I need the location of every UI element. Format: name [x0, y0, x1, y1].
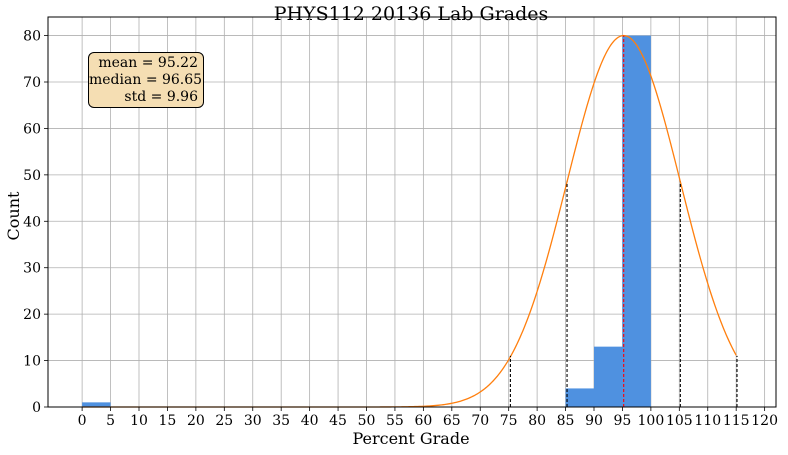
histogram-bar — [622, 35, 651, 407]
histogram-bar — [82, 402, 111, 407]
y-axis-label: Count — [4, 191, 23, 240]
stats-std: std = 9.96 — [124, 89, 198, 105]
y-tick-label: 70 — [23, 75, 41, 91]
x-tick-label: 10 — [130, 413, 148, 429]
x-tick-label: 20 — [187, 413, 205, 429]
x-tick-label: 110 — [694, 413, 721, 429]
x-tick-label: 60 — [414, 413, 432, 429]
y-tick-label: 40 — [23, 214, 41, 230]
stats-median: median = 96.65 — [89, 72, 203, 88]
x-tick-label: 75 — [500, 413, 518, 429]
x-tick-label: 95 — [614, 413, 632, 429]
x-tick-label: 100 — [638, 413, 665, 429]
stats-mean: mean = 95.22 — [98, 55, 198, 71]
x-tick-label: 90 — [585, 413, 603, 429]
x-tick-label: 70 — [471, 413, 489, 429]
axis-ticks: 0 5 10 15 20 25 30 35 40 45 50 55 60 65 70 75 80 85 90 95 10… — [23, 29, 778, 429]
y-tick-label: 10 — [23, 354, 41, 370]
x-tick-label: 45 — [329, 413, 347, 429]
y-tick-label: 20 — [23, 307, 41, 323]
x-tick-label: 15 — [159, 413, 177, 429]
x-tick-label: 55 — [386, 413, 404, 429]
y-tick-label: 80 — [23, 29, 41, 45]
y-tick-label: 50 — [23, 168, 41, 184]
y-tick-label: 30 — [23, 261, 41, 277]
histogram-bars — [82, 35, 651, 407]
plot-frame — [47, 16, 777, 408]
histogram-bar — [565, 388, 594, 407]
x-tick-label: 85 — [557, 413, 575, 429]
x-tick-label: 5 — [106, 413, 115, 429]
chart-title: PHYS112 20136 Lab Grades — [274, 3, 549, 25]
x-tick-label: 105 — [666, 413, 693, 429]
y-tick-label: 60 — [23, 121, 41, 137]
x-tick-label: 30 — [244, 413, 262, 429]
histogram-bar — [594, 346, 623, 407]
x-tick-label: 65 — [443, 413, 461, 429]
x-tick-label: 120 — [751, 413, 778, 429]
x-tick-label: 0 — [78, 413, 87, 429]
stats-annotation-box: mean = 95.22 median = 96.65 std = 9.96 — [88, 52, 204, 108]
x-tick-label: 80 — [528, 413, 546, 429]
x-tick-label: 115 — [723, 413, 750, 429]
x-tick-label: 50 — [358, 413, 376, 429]
x-tick-label: 35 — [272, 413, 290, 429]
x-axis-label: Percent Grade — [352, 429, 469, 448]
x-tick-label: 40 — [301, 413, 319, 429]
y-tick-label: 0 — [32, 400, 41, 416]
reference-lines — [509, 35, 738, 407]
x-tick-label: 25 — [215, 413, 233, 429]
